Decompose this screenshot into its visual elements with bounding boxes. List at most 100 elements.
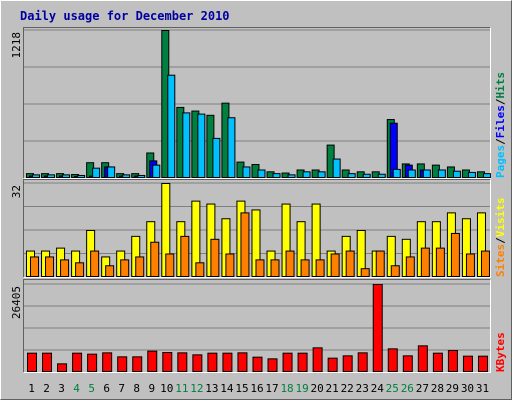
bar-kbytes-day-9 <box>147 350 158 373</box>
bar-kbytes-day-1 <box>27 352 37 372</box>
bar-sites-day-28 <box>435 247 445 277</box>
legend-visits: Visits <box>494 198 507 238</box>
bar-sites-day-26 <box>405 256 415 277</box>
bar-kbytes-day-17 <box>267 358 278 372</box>
bar-sites-day-10 <box>165 253 175 277</box>
bar-kbytes-day-21 <box>327 357 338 372</box>
x-tick-label: 16 <box>250 382 263 395</box>
side-legend: Pages/Files/Hits <box>494 72 507 178</box>
bar-pages-day-19 <box>302 171 311 178</box>
bar-kbytes-day-16 <box>252 356 263 372</box>
x-tick-label: 3 <box>58 382 65 395</box>
bar-pages-day-27 <box>422 169 431 178</box>
x-tick-label: 25 <box>386 382 399 395</box>
bar-pages-day-7 <box>122 174 131 178</box>
bar-kbytes-day-19 <box>297 352 308 372</box>
bar-sites-day-31 <box>480 250 490 277</box>
bar-pages-day-20 <box>317 171 326 178</box>
x-tick-label: 27 <box>416 382 429 395</box>
bar-pages-day-9 <box>152 164 161 178</box>
bar-sites-day-29 <box>450 232 460 277</box>
bar-pages-day-1 <box>32 174 40 178</box>
panel-highlight <box>23 279 491 373</box>
bar-sites-day-17 <box>270 259 280 277</box>
x-tick-label: 17 <box>265 382 278 395</box>
bar-sites-day-20 <box>315 259 325 277</box>
bar-pages-day-29 <box>452 170 461 179</box>
bar-kbytes-day-4 <box>72 352 83 372</box>
bar-pages-day-5 <box>92 167 101 178</box>
x-tick-label: 29 <box>446 382 459 395</box>
x-tick-label: 10 <box>160 382 173 395</box>
bar-kbytes-day-18 <box>282 352 293 372</box>
bar-kbytes-day-28 <box>432 352 443 372</box>
bar-pages-day-25 <box>392 168 401 179</box>
panel-0: 1218 Pages/Files/Hits <box>10 27 507 179</box>
y-tick-label: 1218 <box>10 32 23 59</box>
panel-highlight <box>23 179 491 278</box>
x-tick-label: 19 <box>295 382 308 395</box>
x-tick-label: 21 <box>326 382 339 395</box>
panel-shadow <box>23 27 491 179</box>
bar-kbytes-day-14 <box>222 352 233 372</box>
x-tick-label: 20 <box>311 382 324 395</box>
bar-sites-day-12 <box>195 262 205 277</box>
bar-pages-day-16 <box>257 169 266 178</box>
bar-sites-day-13 <box>210 238 220 277</box>
bar-kbytes-day-11 <box>177 352 188 373</box>
bar-kbytes-day-12 <box>192 354 203 372</box>
bar-pages-day-21 <box>332 158 341 178</box>
x-tick-label: 8 <box>133 382 140 395</box>
x-tick-label: 26 <box>401 382 414 395</box>
bar-kbytes-day-3 <box>57 363 68 372</box>
bar-sites-day-7 <box>120 259 130 277</box>
bar-sites-day-24 <box>375 250 385 277</box>
x-tick-label: 22 <box>341 382 354 395</box>
bar-kbytes-day-6 <box>102 352 113 373</box>
panel-highlight <box>23 27 491 179</box>
legend-separator: / <box>494 98 507 105</box>
x-tick-label: 2 <box>43 382 50 395</box>
panel-shadow <box>23 279 491 373</box>
bar-pages-day-2 <box>47 174 56 178</box>
bar-sites-day-18 <box>285 250 295 277</box>
bar-sites-day-6 <box>105 265 115 277</box>
side-legend: KBytes <box>494 332 507 372</box>
bar-pages-day-8 <box>137 174 146 179</box>
x-tick-label: 14 <box>220 382 234 395</box>
bar-kbytes-day-15 <box>237 352 248 373</box>
bar-kbytes-day-8 <box>132 356 143 373</box>
bar-sites-day-15 <box>240 212 250 277</box>
bar-sites-day-1 <box>30 256 39 277</box>
bar-kbytes-day-22 <box>342 355 353 372</box>
bar-sites-day-19 <box>300 259 310 277</box>
bar-sites-day-4 <box>75 262 85 277</box>
x-tick-label: 15 <box>235 382 248 395</box>
bar-sites-day-27 <box>420 247 430 277</box>
bar-sites-day-8 <box>135 256 145 277</box>
bar-pages-day-22 <box>347 173 356 178</box>
legend-sites: Sites <box>494 244 507 277</box>
x-tick-label: 6 <box>103 382 110 395</box>
bar-pages-day-13 <box>212 137 221 178</box>
bar-pages-day-23 <box>362 173 371 179</box>
bar-kbytes-day-10 <box>162 352 173 372</box>
bar-sites-day-3 <box>60 259 70 277</box>
x-tick-label: 24 <box>371 382 385 395</box>
bar-pages-day-10 <box>167 74 176 178</box>
bar-pages-day-4 <box>77 174 86 179</box>
x-tick-label: 12 <box>190 382 203 395</box>
bar-pages-day-3 <box>62 174 71 178</box>
x-tick-label: 18 <box>280 382 293 395</box>
bar-kbytes-day-5 <box>87 353 98 372</box>
x-tick-label: 23 <box>356 382 369 395</box>
bar-sites-day-16 <box>255 259 265 277</box>
bar-kbytes-day-20 <box>312 347 323 373</box>
bar-kbytes-day-31 <box>477 355 488 373</box>
x-tick-label: 30 <box>461 382 474 395</box>
bar-kbytes-day-23 <box>357 352 368 373</box>
bar-kbytes-day-26 <box>402 355 413 372</box>
bar-pages-day-17 <box>272 173 281 178</box>
